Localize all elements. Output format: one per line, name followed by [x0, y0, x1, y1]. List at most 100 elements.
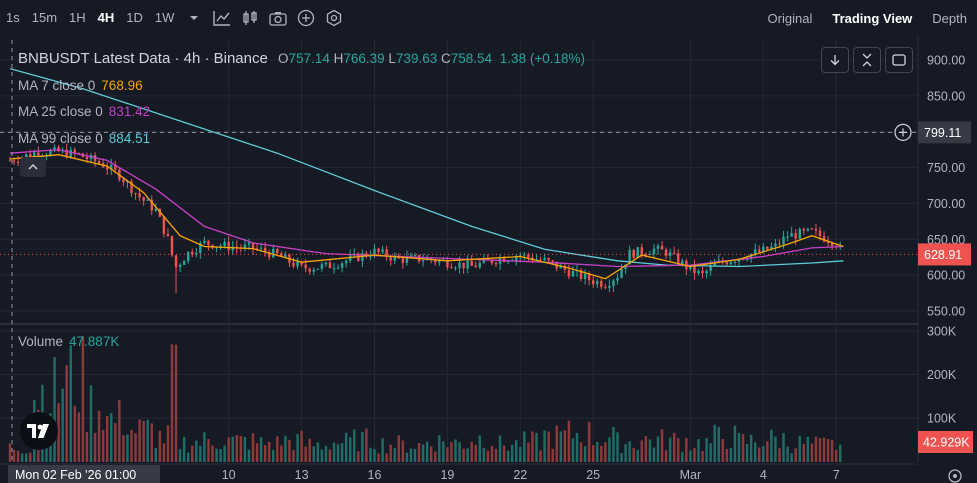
- volume-bar: [830, 439, 834, 462]
- candle-body: [462, 262, 465, 269]
- timeframe-15m[interactable]: 15m: [31, 10, 58, 25]
- volume-bar: [320, 449, 324, 462]
- candle-body: [320, 264, 324, 269]
- timeframe-4h[interactable]: 4H: [97, 10, 115, 25]
- volume-bar: [280, 445, 283, 462]
- volume-bar: [490, 445, 494, 462]
- maximize-pane-button[interactable]: [885, 47, 913, 73]
- volume-bar: [737, 432, 741, 462]
- candle-body: [608, 285, 611, 288]
- volume-bar: [648, 439, 652, 462]
- volume-bar: [146, 419, 149, 462]
- volume-bar: [174, 344, 178, 462]
- volume-bar: [389, 444, 392, 462]
- add-alert-icon[interactable]: [894, 123, 912, 141]
- candle-body: [709, 265, 712, 271]
- volume-bar: [766, 441, 769, 462]
- volume-bar: [203, 432, 206, 462]
- candle-body: [616, 277, 619, 281]
- candle-body: [259, 247, 263, 249]
- candle-body: [486, 258, 490, 260]
- candle-body: [162, 216, 166, 234]
- candle-body: [170, 235, 174, 256]
- volume-bar: [207, 438, 210, 462]
- timeframe-1s[interactable]: 1s: [6, 10, 20, 25]
- candle-body: [126, 181, 129, 183]
- timeframe-1d[interactable]: 1D: [126, 10, 143, 25]
- volume-bar: [340, 443, 344, 462]
- collapse-pane-button[interactable]: [853, 47, 881, 73]
- volume-bar: [616, 432, 619, 462]
- candle-body: [713, 262, 716, 266]
- volume-bar: [348, 437, 352, 462]
- camera-icon[interactable]: [264, 0, 292, 36]
- candle-body: [705, 270, 708, 274]
- volume-bar: [110, 413, 113, 462]
- volume-bar: [413, 449, 417, 462]
- candle-body: [389, 257, 392, 261]
- volume-bar: [717, 426, 720, 462]
- candles-icon[interactable]: [236, 0, 264, 36]
- volume-bar: [401, 440, 405, 462]
- volume-bar: [745, 443, 749, 462]
- volume-tick-label: 200K: [927, 368, 957, 382]
- candle-body: [677, 253, 680, 265]
- candle-body: [174, 255, 178, 268]
- volume-bar: [158, 430, 162, 462]
- add-icon[interactable]: [292, 0, 320, 36]
- candle-body: [753, 249, 757, 254]
- candle-body: [37, 152, 40, 158]
- volume-bar: [563, 430, 567, 462]
- volume-bar: [284, 435, 287, 462]
- candle-body: [138, 193, 141, 198]
- candle-body: [745, 259, 749, 261]
- volume-bar: [802, 443, 806, 462]
- chevron-down-icon[interactable]: [180, 0, 208, 36]
- view-trading-view[interactable]: Trading View: [832, 10, 913, 26]
- time-tick-label: 13: [295, 468, 309, 482]
- candle-body: [579, 269, 583, 279]
- candle-body: [324, 262, 328, 265]
- volume-bar: [778, 448, 781, 462]
- indicator-icon[interactable]: [208, 0, 236, 36]
- volume-bar: [178, 449, 182, 462]
- volume-bar: [458, 442, 461, 462]
- candle-body: [450, 267, 453, 269]
- timeframe-1h[interactable]: 1H: [69, 10, 86, 25]
- tradingview-logo[interactable]: [20, 412, 58, 450]
- volume-bar: [810, 443, 814, 462]
- view-depth[interactable]: Depth: [932, 10, 967, 26]
- volume-bar: [579, 442, 583, 462]
- ma25-legend: MA 25 close 0 831.42: [18, 104, 151, 119]
- volume-bar: [263, 445, 267, 462]
- volume-bar: [733, 425, 737, 462]
- candle-body: [316, 268, 320, 270]
- axis-settings-icon[interactable]: [948, 469, 962, 483]
- time-tick-label: 10: [222, 468, 236, 482]
- candle-body: [762, 246, 765, 252]
- candle-body: [182, 261, 186, 265]
- candle-body: [559, 265, 563, 269]
- volume-bar: [332, 442, 336, 462]
- candle-body: [110, 164, 113, 170]
- candlestick-chart[interactable]: 900.00 850.00 750.00 700.00 650.00 600.00 550.…: [0, 36, 977, 483]
- candle-body: [255, 248, 259, 250]
- scroll-down-button[interactable]: [821, 47, 849, 73]
- volume-bar: [130, 429, 133, 462]
- candle-body: [798, 229, 801, 239]
- candle-body: [470, 260, 473, 266]
- volume-bar: [397, 435, 401, 462]
- volume-bar: [790, 453, 793, 462]
- volume-bar: [247, 449, 251, 462]
- settings-icon[interactable]: [320, 0, 348, 36]
- collapse-legend-button[interactable]: [20, 157, 46, 177]
- volume-bar: [527, 442, 530, 462]
- candle-body: [421, 260, 425, 262]
- volume-bar: [336, 444, 340, 462]
- timeframe-1w[interactable]: 1W: [154, 10, 175, 25]
- volume-bar: [304, 446, 307, 462]
- candle-body: [697, 270, 700, 274]
- volume-bar: [276, 436, 279, 462]
- view-original[interactable]: Original: [767, 10, 813, 26]
- candle-body: [336, 267, 340, 269]
